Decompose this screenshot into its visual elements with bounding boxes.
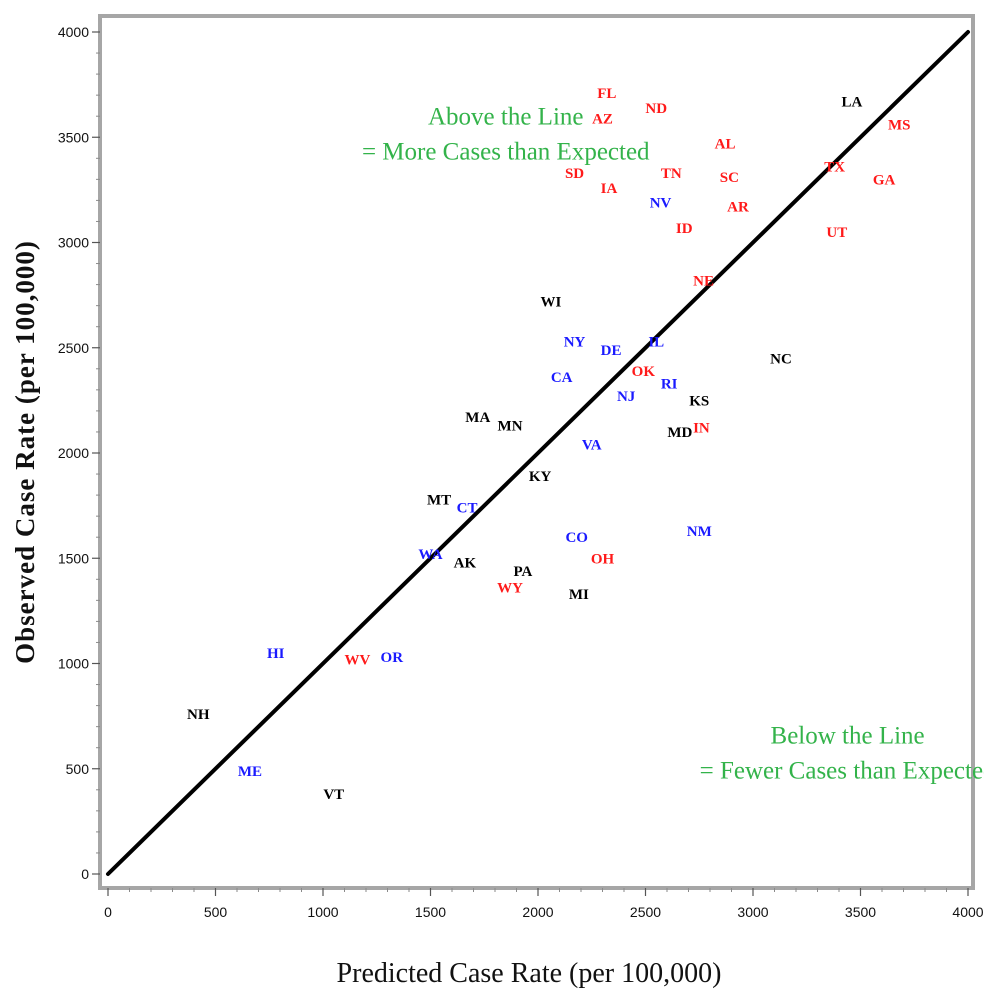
x-tick-label: 2500	[630, 904, 661, 920]
annotation-line: Above the Line	[428, 104, 584, 131]
point-label-nh: NH	[187, 707, 210, 723]
y-tick-label: 0	[81, 866, 89, 882]
x-tick-label: 1500	[415, 904, 446, 920]
point-label-sd: SD	[565, 166, 584, 182]
point-label-ok: OK	[632, 364, 656, 380]
point-label-pa: PA	[514, 564, 533, 580]
point-label-de: DE	[601, 343, 622, 359]
point-label-vt: VT	[323, 787, 344, 803]
point-label-md: MD	[667, 425, 692, 441]
point-label-wy: WY	[497, 581, 523, 597]
point-label-ri: RI	[661, 377, 678, 393]
y-tick-label: 2500	[58, 340, 89, 356]
point-label-ky: KY	[529, 469, 552, 485]
point-label-nc: NC	[770, 351, 792, 367]
point-label-sc: SC	[720, 170, 739, 186]
point-label-tn: TN	[661, 166, 682, 182]
y-tick-label: 4000	[58, 24, 89, 40]
point-label-me: ME	[238, 764, 262, 780]
point-label-az: AZ	[592, 111, 613, 127]
point-label-ca: CA	[551, 370, 573, 386]
point-label-or: OR	[381, 650, 404, 666]
annotation-line: = More Cases than Expected	[362, 139, 650, 166]
point-label-ne: NE	[693, 273, 714, 289]
point-label-al: AL	[715, 137, 736, 153]
point-label-tx: TX	[824, 160, 845, 176]
y-axis-tick-labels: 0 500 1000 1500 2000 2500 3000 3500 4000	[58, 24, 89, 882]
x-tick-label: 0	[104, 904, 112, 920]
point-label-ar: AR	[727, 200, 749, 216]
point-label-mt: MT	[427, 492, 451, 508]
x-tick-label: 1000	[307, 904, 338, 920]
reference-line	[106, 30, 970, 876]
point-label-wv: WV	[344, 652, 370, 668]
point-label-ks: KS	[689, 393, 709, 409]
point-label-ia: IA	[601, 181, 618, 197]
point-label-fl: FL	[597, 86, 616, 102]
annotations: Above the Line = More Cases than Expected…	[362, 104, 984, 785]
y-tick-label: 3000	[58, 235, 89, 251]
x-tick-label: 3500	[845, 904, 876, 920]
point-label-hi: HI	[267, 646, 285, 662]
point-label-nj: NJ	[617, 389, 636, 405]
point-label-ut: UT	[826, 225, 847, 241]
point-label-ak: AK	[454, 555, 477, 571]
point-label-va: VA	[582, 438, 602, 454]
annotation-line: = Fewer Cases than Expected	[700, 757, 984, 784]
point-label-oh: OH	[591, 551, 615, 567]
x-tick-label: 3000	[737, 904, 768, 920]
y-tick-label: 2000	[58, 445, 89, 461]
annotation-text: Above the Line = More Cases than Expected	[362, 104, 650, 166]
point-label-il: IL	[648, 334, 664, 350]
x-axis-tick-labels: 0 500 1000 1500 2000 2500 3000 3500 4000	[104, 904, 984, 920]
y-axis-ticks	[92, 31, 100, 875]
point-label-wa: WA	[418, 547, 442, 563]
y-tick-label: 3500	[58, 129, 89, 145]
annotation-text: Below the Line = Fewer Cases than Expecte…	[700, 722, 984, 784]
point-label-wi: WI	[540, 294, 561, 310]
y-tick-label: 1000	[58, 656, 89, 672]
x-axis-ticks	[107, 888, 969, 896]
point-label-la: LA	[841, 94, 862, 110]
point-label-co: CO	[565, 530, 588, 546]
point-label-in: IN	[693, 421, 710, 437]
y-tick-label: 500	[66, 761, 90, 777]
x-tick-label: 500	[204, 904, 228, 920]
x-axis-title: Predicted Case Rate (per 100,000)	[337, 958, 722, 989]
y-tick-label: 1500	[58, 550, 89, 566]
point-label-nd: ND	[645, 101, 667, 117]
x-tick-label: 4000	[952, 904, 983, 920]
point-label-ga: GA	[873, 172, 896, 188]
point-label-mi: MI	[569, 587, 589, 603]
annotation-line: Below the Line	[771, 722, 925, 749]
point-label-mn: MN	[498, 419, 523, 435]
point-label-ms: MS	[888, 118, 911, 134]
point-label-ct: CT	[457, 501, 478, 517]
point-label-nm: NM	[687, 524, 712, 540]
point-label-id: ID	[676, 221, 693, 237]
x-tick-label: 2000	[522, 904, 553, 920]
point-label-nv: NV	[650, 196, 672, 212]
point-label-ma: MA	[465, 410, 490, 426]
data-points: FL AZ ND LA MS AL SD TN SC TX GA IA NV AR ID UT NE WI NY DE…	[187, 86, 910, 803]
point-label-ny: NY	[564, 334, 586, 350]
y-axis-title: Observed Case Rate (per 100,000)	[10, 240, 40, 664]
